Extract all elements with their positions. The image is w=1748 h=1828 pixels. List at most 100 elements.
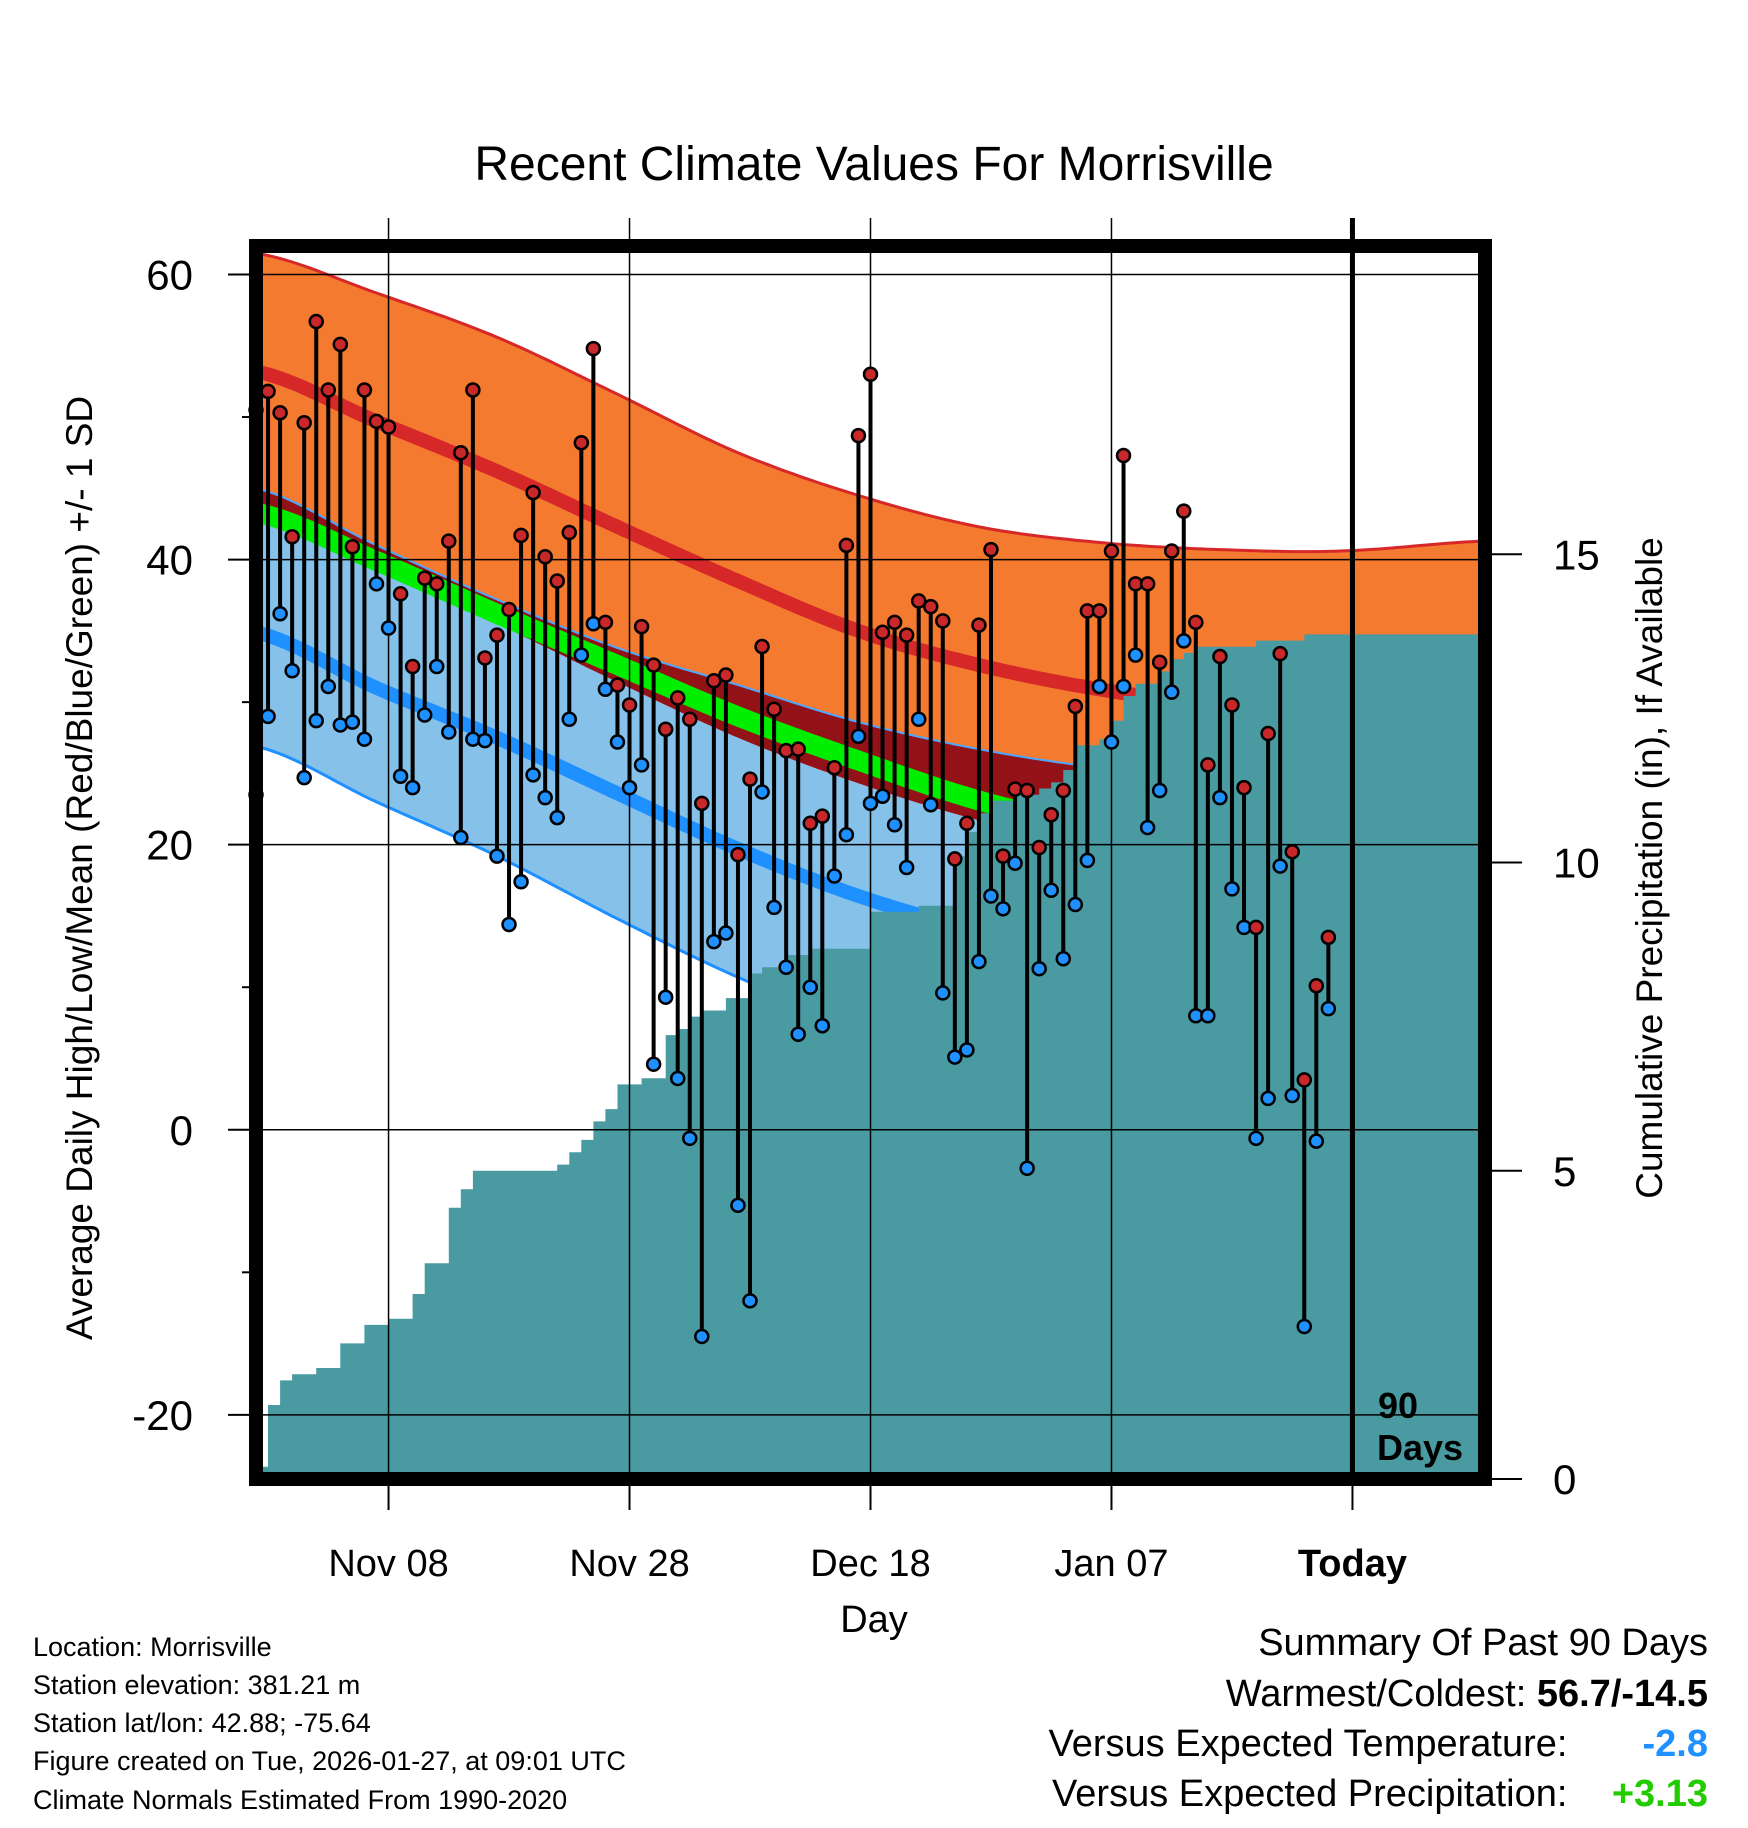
daily-high-point bbox=[1260, 725, 1276, 742]
daily-high-point bbox=[935, 613, 951, 629]
daily-low-point bbox=[742, 1293, 758, 1309]
daily-low-point bbox=[754, 784, 770, 800]
today-marker-label-line2: Days bbox=[1377, 1427, 1463, 1468]
daily-low-point bbox=[441, 724, 457, 740]
info-location: Location: Morrisville bbox=[33, 1632, 272, 1662]
daily-low-point bbox=[404, 779, 421, 796]
info-elevation: Station elevation: 381.21 m bbox=[33, 1670, 361, 1700]
daily-low-point bbox=[1224, 881, 1240, 897]
daily-low-point bbox=[682, 1130, 698, 1147]
daily-low-point bbox=[561, 711, 578, 727]
daily-low-point bbox=[525, 767, 541, 783]
daily-low-point bbox=[380, 620, 397, 636]
daily-low-point bbox=[669, 1070, 686, 1087]
daily-low-point bbox=[284, 663, 300, 679]
daily-low-point bbox=[1308, 1133, 1325, 1149]
daily-low-point bbox=[850, 728, 867, 745]
daily-high-point bbox=[573, 434, 590, 451]
x-tick-label: Nov 08 bbox=[328, 1543, 448, 1585]
summary-warm-cold: Warmest/Coldest: 56.7/-14.5 bbox=[1226, 1673, 1708, 1716]
info-normals-period: Climate Normals Estimated From 1990-2020 bbox=[33, 1785, 568, 1815]
daily-low-point bbox=[790, 1026, 806, 1043]
daily-high-point bbox=[561, 524, 578, 541]
y-axis-label: Average Daily High/Low/Mean (Red/Blue/Gr… bbox=[59, 396, 100, 1340]
daily-high-point bbox=[1139, 576, 1156, 592]
daily-range-bars bbox=[248, 218, 1355, 1479]
daily-low-point bbox=[416, 707, 433, 723]
daily-high-point bbox=[501, 601, 517, 618]
info-latlon: Station lat/lon: 42.88; -75.64 bbox=[33, 1708, 371, 1738]
daily-high-point bbox=[1055, 782, 1072, 799]
daily-high-point bbox=[1248, 919, 1264, 936]
daily-high-point bbox=[947, 851, 963, 867]
daily-low-point bbox=[477, 732, 493, 749]
daily-low-point bbox=[826, 868, 843, 884]
daily-high-point bbox=[1163, 543, 1180, 559]
y-tick-label: 0 bbox=[170, 1107, 193, 1154]
daily-high-point bbox=[694, 795, 710, 812]
daily-high-point bbox=[657, 721, 674, 737]
daily-low-point bbox=[1272, 858, 1288, 874]
daily-high-point bbox=[1200, 757, 1216, 773]
daily-low-point bbox=[910, 711, 927, 727]
daily-low-point bbox=[766, 899, 782, 916]
daily-high-point bbox=[428, 576, 445, 592]
daily-low-point bbox=[1043, 882, 1059, 899]
daily-high-point bbox=[898, 627, 915, 643]
summary-precip-value: +3.13 bbox=[1611, 1773, 1708, 1815]
summary-temp-label: Versus Expected Temperature: bbox=[1048, 1723, 1568, 1765]
daily-low-point bbox=[1284, 1087, 1300, 1104]
daily-high-point bbox=[1224, 697, 1240, 713]
daily-low-point bbox=[1091, 678, 1108, 695]
x-tick-label: Today bbox=[1298, 1543, 1407, 1585]
summary-temp-value: -2.8 bbox=[1642, 1723, 1708, 1765]
daily-low-point bbox=[838, 826, 855, 843]
daily-low-point bbox=[730, 1197, 746, 1214]
daily-high-point bbox=[525, 484, 541, 501]
daily-high-point bbox=[1091, 603, 1108, 619]
daily-high-point bbox=[1067, 698, 1084, 715]
daily-low-point bbox=[633, 757, 650, 773]
daily-low-point bbox=[296, 769, 312, 786]
daily-high-point bbox=[621, 697, 638, 713]
daily-low-point bbox=[814, 1017, 831, 1034]
daily-high-point bbox=[1296, 1072, 1313, 1088]
daily-low-point bbox=[1260, 1090, 1276, 1107]
daily-low-point bbox=[1163, 684, 1180, 700]
daily-low-point bbox=[513, 873, 529, 890]
daily-low-point bbox=[428, 658, 445, 675]
daily-high-point bbox=[1236, 779, 1252, 796]
daily-high-point bbox=[766, 701, 782, 718]
daily-high-point bbox=[597, 614, 614, 631]
daily-low-point bbox=[1103, 734, 1120, 750]
daily-high-point bbox=[549, 573, 565, 589]
y-tick-label: -20 bbox=[132, 1392, 193, 1439]
daily-low-point bbox=[645, 1056, 662, 1072]
daily-high-point bbox=[1284, 844, 1300, 860]
daily-high-point bbox=[838, 537, 855, 554]
daily-high-point bbox=[308, 313, 324, 330]
axes: 60 40 20 0 -20 0 5 10 15 Nov 08 Nov 28 Dec 18 Jan 07… bbox=[132, 252, 1599, 1585]
today-marker-label-line1: 90 bbox=[1378, 1385, 1418, 1426]
daily-high-point bbox=[344, 539, 361, 555]
daily-high-point bbox=[537, 548, 553, 565]
daily-high-point bbox=[1176, 503, 1192, 519]
daily-high-point bbox=[465, 382, 481, 398]
daily-low-point bbox=[886, 816, 903, 833]
daily-high-point bbox=[669, 690, 686, 706]
daily-low-point bbox=[1055, 950, 1072, 967]
daily-high-point bbox=[682, 711, 698, 727]
daily-low-point bbox=[959, 1042, 975, 1058]
daily-high-point bbox=[380, 419, 397, 435]
daily-high-point bbox=[874, 624, 891, 641]
daily-low-point bbox=[706, 933, 722, 950]
summary-precip: Versus Expected Precipitation: +3.13 bbox=[1052, 1773, 1708, 1816]
daily-low-point bbox=[1007, 855, 1023, 871]
daily-low-point bbox=[308, 712, 324, 729]
daily-high-point bbox=[392, 586, 409, 602]
daily-high-point bbox=[922, 598, 939, 615]
daily-high-point bbox=[453, 444, 469, 461]
daily-high-point bbox=[320, 382, 337, 398]
daily-high-point bbox=[416, 570, 433, 586]
